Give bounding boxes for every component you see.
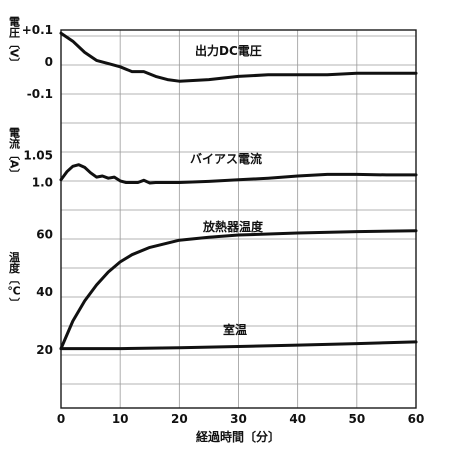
x-tick-label: 40 <box>289 412 306 426</box>
series-line <box>59 163 418 185</box>
x-tick-label: 60 <box>408 412 425 426</box>
y-tick-label: 20 <box>36 343 53 357</box>
x-tick-label: 10 <box>112 412 129 426</box>
x-tick-label: 30 <box>230 412 247 426</box>
grid <box>61 30 416 408</box>
y-axis-label-temperature: 温度〔℃〕 <box>7 250 21 308</box>
x-tick-label: 0 <box>57 412 65 426</box>
x-axis-label: 経過時間〔分〕 <box>196 429 280 444</box>
y-tick-label: +0.1 <box>22 23 53 37</box>
series-label: 室温 <box>223 322 247 337</box>
plot-frame <box>60 29 417 409</box>
x-tick-label: 50 <box>348 412 365 426</box>
series-line <box>59 31 418 83</box>
series-label: バイアス電流 <box>190 151 262 166</box>
series-label: 放熱器温度 <box>202 219 264 234</box>
series-label: 出力DC電圧 <box>195 43 262 58</box>
y-tick-label: 1.0 <box>32 176 53 190</box>
y-tick-label: 1.05 <box>23 149 53 163</box>
y-tick-label: 60 <box>36 227 53 241</box>
series-line <box>59 340 418 351</box>
series-line <box>59 229 418 351</box>
y-tick-label: 0 <box>45 55 53 69</box>
y-tick-label: -0.1 <box>27 87 53 101</box>
x-tick-label: 20 <box>171 412 188 426</box>
labels: 0 10 20 30 40 50 60 経過時間〔分〕 +0.1 0 -0.1 電圧〔V〕出力DC電圧… <box>7 15 424 444</box>
y-tick-label: 40 <box>36 285 53 299</box>
y-axis-label-current: 電流〔A〕 <box>8 126 22 179</box>
y-axis-label-voltage: 電圧〔V〕 <box>8 15 22 68</box>
curves <box>59 31 418 351</box>
